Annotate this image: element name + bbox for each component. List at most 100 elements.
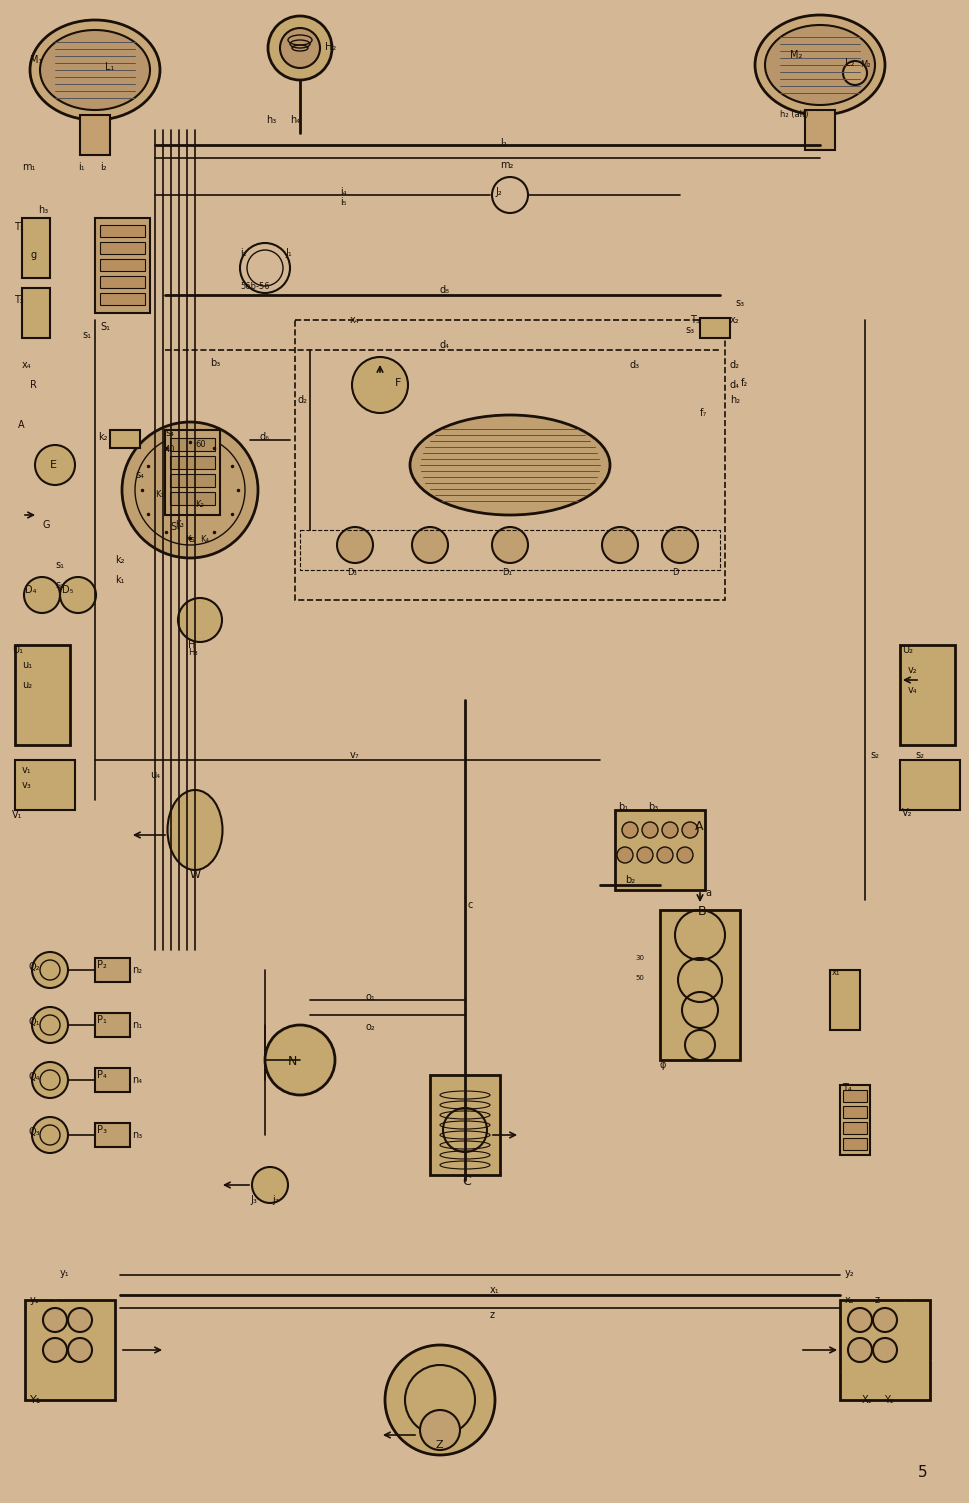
Text: X₁: X₁ xyxy=(862,1395,872,1405)
Bar xyxy=(830,969,860,1030)
Text: x₂: x₂ xyxy=(845,1296,855,1305)
Circle shape xyxy=(32,1117,68,1153)
Text: N: N xyxy=(288,1055,297,1069)
Text: Q₃: Q₃ xyxy=(28,1127,40,1136)
Text: s₂: s₂ xyxy=(55,580,64,591)
Circle shape xyxy=(24,577,60,613)
Circle shape xyxy=(602,528,638,564)
Bar xyxy=(840,1085,870,1154)
Bar xyxy=(95,957,130,981)
Circle shape xyxy=(337,528,373,564)
Text: g: g xyxy=(30,249,36,260)
Text: o₂: o₂ xyxy=(365,1022,375,1033)
Text: M₁: M₁ xyxy=(30,56,43,65)
Bar xyxy=(660,909,740,1060)
Circle shape xyxy=(43,1308,67,1332)
Bar xyxy=(843,1123,867,1133)
Text: d₈: d₈ xyxy=(440,286,450,295)
Text: k₂: k₂ xyxy=(115,555,124,565)
Text: h₃: h₃ xyxy=(38,204,48,215)
Text: B: B xyxy=(698,905,706,918)
Text: v₂: v₂ xyxy=(908,664,918,675)
Bar xyxy=(430,1075,500,1175)
Text: i₁: i₁ xyxy=(78,162,84,171)
Text: H₂: H₂ xyxy=(325,42,336,53)
Text: d₄: d₄ xyxy=(730,380,740,389)
Text: A: A xyxy=(18,419,24,430)
Text: j₇: j₇ xyxy=(272,1195,279,1205)
Circle shape xyxy=(32,1063,68,1099)
Text: E: E xyxy=(50,460,57,470)
Bar xyxy=(100,242,145,254)
Bar xyxy=(840,1300,930,1399)
Circle shape xyxy=(873,1338,897,1362)
Text: P₄: P₄ xyxy=(97,1070,107,1081)
Bar xyxy=(805,110,835,150)
Text: R: R xyxy=(30,380,37,389)
Circle shape xyxy=(185,485,195,494)
Text: s₃: s₃ xyxy=(686,325,695,335)
Text: C: C xyxy=(462,1175,471,1187)
Text: n₁: n₁ xyxy=(132,1021,142,1030)
Circle shape xyxy=(252,1166,288,1202)
Ellipse shape xyxy=(30,20,160,120)
Text: 56b-56: 56b-56 xyxy=(240,283,269,292)
Circle shape xyxy=(622,822,638,839)
Bar xyxy=(95,1069,130,1093)
Text: K₄: K₄ xyxy=(200,535,209,544)
Text: x₄: x₄ xyxy=(350,316,359,325)
Text: J₂: J₂ xyxy=(495,186,502,197)
Bar xyxy=(95,1123,130,1147)
Text: 60: 60 xyxy=(195,440,205,449)
Text: s₂: s₂ xyxy=(915,750,924,761)
Bar xyxy=(95,218,150,313)
Bar xyxy=(110,430,140,448)
Text: K₁: K₁ xyxy=(155,490,164,499)
Text: s₃: s₃ xyxy=(735,298,744,308)
Text: Q₁: Q₁ xyxy=(28,1018,40,1027)
Text: H₃: H₃ xyxy=(188,648,198,657)
Text: h₂ (alt): h₂ (alt) xyxy=(780,110,808,119)
Text: c: c xyxy=(468,900,474,909)
Bar xyxy=(700,319,730,338)
Bar xyxy=(80,116,110,155)
Text: i₄: i₄ xyxy=(340,186,347,197)
Ellipse shape xyxy=(168,791,223,870)
Text: P₃: P₃ xyxy=(97,1126,107,1135)
Text: b₁: b₁ xyxy=(618,803,628,812)
Text: i₂: i₂ xyxy=(100,162,107,171)
Text: h₄: h₄ xyxy=(290,116,300,125)
Circle shape xyxy=(662,822,678,839)
Text: Ks: Ks xyxy=(185,535,195,544)
Text: v₄: v₄ xyxy=(908,685,918,694)
Bar xyxy=(100,259,145,271)
Text: y₁: y₁ xyxy=(60,1269,70,1278)
Text: d₆: d₆ xyxy=(260,431,270,442)
Text: m₁: m₁ xyxy=(22,162,36,171)
Text: b₃: b₃ xyxy=(648,803,658,812)
Circle shape xyxy=(122,422,258,558)
Circle shape xyxy=(642,822,658,839)
Text: k₁: k₁ xyxy=(115,576,124,585)
Text: b₃: b₃ xyxy=(210,358,220,368)
Text: f₂: f₂ xyxy=(740,377,748,388)
Text: s₄: s₄ xyxy=(165,428,174,437)
Circle shape xyxy=(178,598,222,642)
Bar xyxy=(170,455,215,469)
Bar xyxy=(615,810,705,890)
Circle shape xyxy=(420,1410,460,1450)
Ellipse shape xyxy=(40,30,150,110)
Circle shape xyxy=(352,358,408,413)
Circle shape xyxy=(32,1007,68,1043)
Text: x₁: x₁ xyxy=(832,968,840,977)
Circle shape xyxy=(268,17,332,80)
Bar xyxy=(25,1300,115,1399)
Text: S₁: S₁ xyxy=(100,322,110,332)
Circle shape xyxy=(43,1338,67,1362)
Text: 40: 40 xyxy=(165,445,175,454)
Text: D₁: D₁ xyxy=(502,568,512,577)
Ellipse shape xyxy=(765,26,875,105)
Text: l₂: l₂ xyxy=(500,138,507,147)
Text: K₂: K₂ xyxy=(195,500,203,510)
Circle shape xyxy=(848,1338,872,1362)
